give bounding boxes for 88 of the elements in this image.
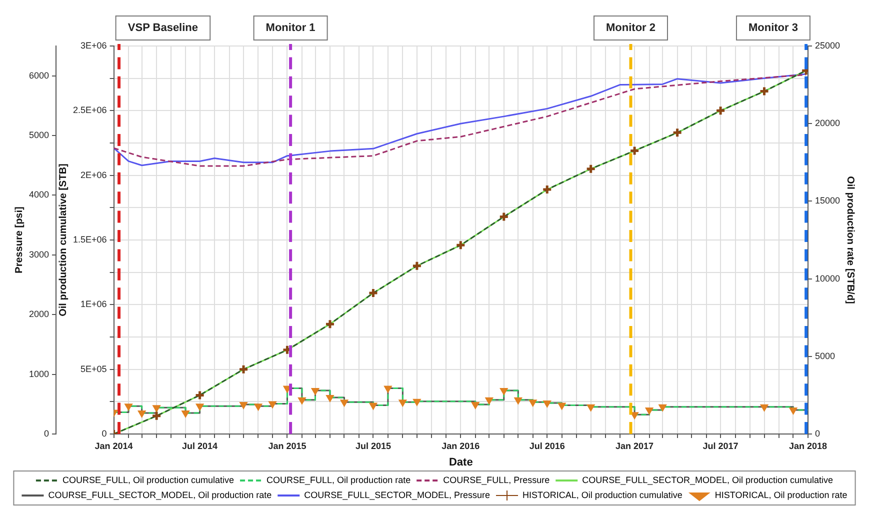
y-tick-label: 5E+05	[80, 364, 107, 374]
y-tick-label: 3E+06	[80, 40, 107, 50]
point	[514, 397, 522, 404]
x-tick-label: Jan 2018	[788, 440, 827, 451]
point	[238, 364, 249, 375]
x-tick-label: Jan 2015	[268, 440, 306, 451]
point	[629, 146, 640, 156]
x-tick-label: Jan 2014	[94, 440, 133, 451]
point	[340, 400, 348, 407]
y2-axis-title: Oil production rate [STB/d]	[844, 176, 856, 304]
legend-label: COURSE_FULL, Oil production rate	[266, 474, 411, 485]
y2-tick-label: 10000	[814, 273, 840, 284]
x-tick-label: Jul 2016	[529, 440, 565, 451]
point	[369, 402, 378, 410]
x-tick-label: Jan 2016	[442, 440, 480, 451]
x-axis-title: Date	[448, 456, 473, 468]
ref-line-label: VSP Baseline	[128, 22, 198, 34]
point	[311, 388, 320, 396]
point	[498, 211, 510, 222]
y3-tick-label: 5000	[28, 130, 50, 140]
legend-label: COURSE_FULL_SECTOR_MODEL, Pressure	[304, 490, 490, 500]
point	[528, 400, 537, 407]
point	[124, 404, 132, 411]
y-tick-label: 1.5E+06	[73, 234, 107, 244]
point	[542, 184, 552, 195]
y2-tick-label: 25000	[814, 40, 840, 50]
point	[398, 400, 407, 407]
point	[324, 318, 336, 330]
y2-tick-label: 20000	[814, 118, 840, 128]
point	[645, 407, 654, 414]
y-axis-title: Oil production cumulative [STB]	[58, 164, 69, 316]
point	[384, 386, 392, 393]
point	[789, 407, 798, 414]
point	[672, 127, 683, 138]
point	[194, 390, 206, 400]
x-tick-label: Jan 2017	[616, 440, 654, 451]
y-tick-label: 2E+06	[80, 170, 107, 180]
y2-tick-label: 15000	[814, 196, 840, 206]
point	[586, 404, 595, 412]
point	[630, 412, 639, 420]
legend-label: COURSE_FULL_SECTOR_MODEL, Oil production cumulative	[582, 474, 834, 485]
legend-label: COURSE_FULL, Pressure	[443, 474, 550, 485]
ref-line-label: Monitor 1	[266, 22, 316, 34]
point	[760, 404, 768, 412]
y3-tick-label: 1000	[28, 368, 50, 379]
x-tick-label: Jul 2017	[702, 440, 738, 451]
y2-tick-label: 0	[814, 428, 820, 438]
point	[152, 405, 161, 412]
y-tick-label: 2.5E+06	[73, 105, 107, 116]
point	[196, 404, 204, 411]
y2-tick-label: 5000	[814, 350, 836, 361]
point	[254, 404, 262, 411]
y3-axis-title: Pressure [psi]	[14, 206, 25, 274]
point	[759, 86, 770, 97]
point	[240, 402, 248, 410]
legend-label: COURSE_FULL, Oil production cumulative	[62, 474, 234, 485]
ref-line-label: Monitor 2	[606, 22, 656, 34]
x-tick-label: Jul 2015	[355, 440, 391, 451]
y-tick-label: 1E+06	[80, 299, 107, 310]
y3-tick-label: 2000	[28, 309, 50, 320]
point	[658, 404, 667, 412]
point	[455, 240, 466, 250]
legend-label: COURSE_FULL_SECTOR_MODEL, Oil production rate	[48, 490, 272, 500]
point	[543, 400, 552, 408]
y3-tick-label: 0	[44, 428, 50, 438]
point	[586, 164, 596, 174]
point	[182, 410, 190, 418]
y3-tick-label: 4000	[28, 190, 50, 200]
ref-line-label: Monitor 3	[748, 22, 798, 34]
point	[558, 402, 566, 410]
x-tick-label: Jul 2014	[182, 440, 218, 451]
point	[268, 401, 276, 408]
point	[151, 410, 162, 422]
legend-label: HISTORICAL, Oil production cumulative	[522, 490, 682, 500]
point	[138, 410, 146, 418]
legend-label: HISTORICAL, Oil production rate	[714, 490, 848, 500]
point	[715, 105, 726, 116]
point	[298, 397, 306, 404]
point	[326, 395, 334, 402]
y-tick-label: 0	[102, 428, 107, 438]
point	[412, 260, 422, 272]
y3-tick-label: 3000	[28, 249, 50, 260]
y3-tick-label: 6000	[28, 70, 50, 80]
point	[368, 288, 378, 298]
point	[500, 388, 508, 396]
point	[485, 397, 494, 404]
point	[412, 398, 421, 406]
point	[471, 402, 480, 410]
